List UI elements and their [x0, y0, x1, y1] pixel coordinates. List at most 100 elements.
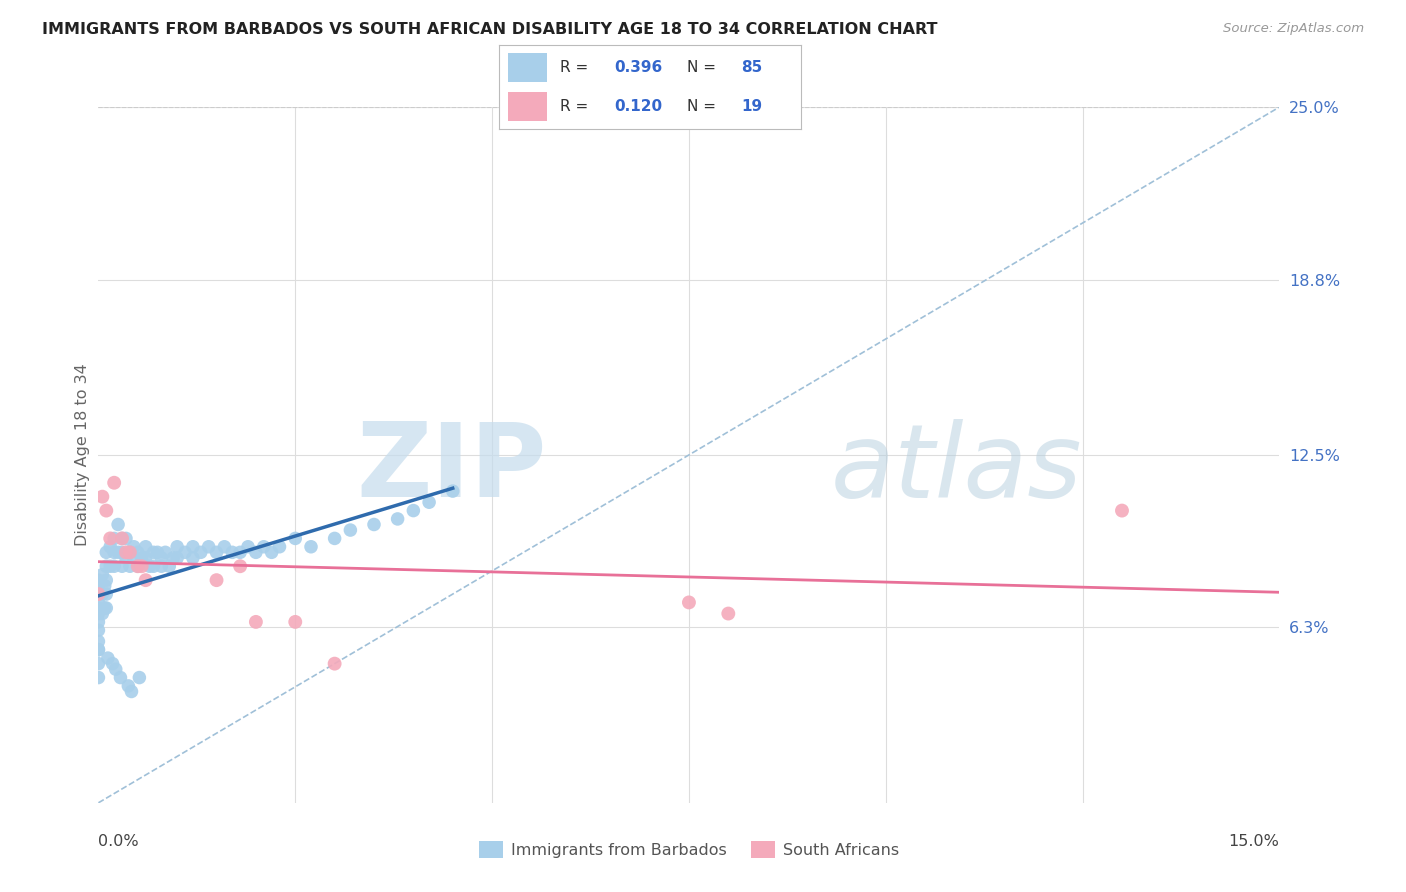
- Point: [284, 615, 307, 629]
- Point: [87, 657, 110, 671]
- Point: [157, 559, 180, 574]
- Point: [138, 559, 160, 574]
- Text: 15.0%: 15.0%: [1229, 834, 1279, 849]
- Point: [118, 545, 141, 559]
- Point: [127, 559, 149, 574]
- Point: [96, 587, 118, 601]
- Point: [103, 545, 125, 559]
- Point: [93, 601, 115, 615]
- Point: [96, 559, 118, 574]
- Point: [87, 634, 110, 648]
- Point: [363, 517, 385, 532]
- Point: [115, 550, 138, 565]
- Bar: [508, 54, 547, 82]
- Point: [323, 532, 346, 546]
- Text: 85: 85: [741, 60, 762, 75]
- Point: [323, 657, 346, 671]
- Text: 0.120: 0.120: [614, 99, 662, 114]
- Point: [229, 545, 252, 559]
- Text: N =: N =: [686, 60, 720, 75]
- Point: [87, 595, 110, 609]
- Point: [87, 579, 110, 593]
- Text: 0.396: 0.396: [614, 60, 662, 75]
- Text: R =: R =: [560, 60, 593, 75]
- Point: [97, 651, 120, 665]
- Point: [221, 545, 243, 559]
- Point: [101, 657, 124, 671]
- Point: [166, 540, 188, 554]
- Point: [142, 545, 165, 559]
- Point: [121, 684, 143, 698]
- Point: [214, 540, 236, 554]
- Text: 19: 19: [741, 99, 762, 114]
- Point: [197, 540, 219, 554]
- Point: [98, 532, 121, 546]
- Point: [190, 545, 212, 559]
- Point: [1111, 503, 1133, 517]
- Point: [118, 545, 141, 559]
- Point: [111, 532, 134, 546]
- Point: [122, 550, 145, 565]
- Point: [131, 559, 153, 574]
- Point: [87, 671, 110, 685]
- Legend: Immigrants from Barbados, South Africans: Immigrants from Barbados, South Africans: [472, 835, 905, 864]
- Point: [181, 550, 204, 565]
- Point: [117, 679, 139, 693]
- Point: [155, 545, 177, 559]
- Point: [111, 532, 134, 546]
- Point: [103, 559, 125, 574]
- Point: [91, 490, 114, 504]
- Point: [418, 495, 440, 509]
- Point: [87, 615, 110, 629]
- Point: [150, 559, 173, 574]
- Point: [135, 540, 157, 554]
- Text: ZIP: ZIP: [357, 418, 547, 519]
- Text: 0.0%: 0.0%: [98, 834, 139, 849]
- Point: [118, 559, 141, 574]
- Point: [93, 579, 115, 593]
- Point: [128, 671, 150, 685]
- Point: [284, 532, 307, 546]
- Point: [103, 532, 125, 546]
- Point: [87, 642, 110, 657]
- Point: [87, 573, 110, 587]
- Point: [253, 540, 276, 554]
- Point: [245, 545, 267, 559]
- Point: [678, 595, 700, 609]
- Point: [103, 475, 125, 490]
- Point: [87, 587, 110, 601]
- Point: [441, 484, 464, 499]
- Text: N =: N =: [686, 99, 720, 114]
- Point: [107, 545, 129, 559]
- Point: [236, 540, 259, 554]
- Point: [135, 573, 157, 587]
- Point: [96, 545, 118, 559]
- Point: [181, 540, 204, 554]
- Point: [229, 559, 252, 574]
- Point: [260, 545, 283, 559]
- Point: [98, 559, 121, 574]
- Point: [269, 540, 291, 554]
- Point: [87, 607, 110, 621]
- Text: R =: R =: [560, 99, 593, 114]
- Point: [339, 523, 361, 537]
- Point: [107, 517, 129, 532]
- Point: [127, 545, 149, 559]
- Text: Source: ZipAtlas.com: Source: ZipAtlas.com: [1223, 22, 1364, 36]
- Point: [91, 607, 114, 621]
- Point: [87, 587, 110, 601]
- Point: [87, 624, 110, 638]
- Text: atlas: atlas: [831, 419, 1083, 519]
- Point: [96, 503, 118, 517]
- Point: [205, 545, 228, 559]
- Point: [87, 642, 110, 657]
- Point: [96, 601, 118, 615]
- Point: [717, 607, 740, 621]
- Point: [299, 540, 322, 554]
- Point: [174, 545, 197, 559]
- Point: [111, 559, 134, 574]
- Point: [245, 615, 267, 629]
- Point: [387, 512, 409, 526]
- Point: [127, 559, 149, 574]
- Point: [150, 550, 173, 565]
